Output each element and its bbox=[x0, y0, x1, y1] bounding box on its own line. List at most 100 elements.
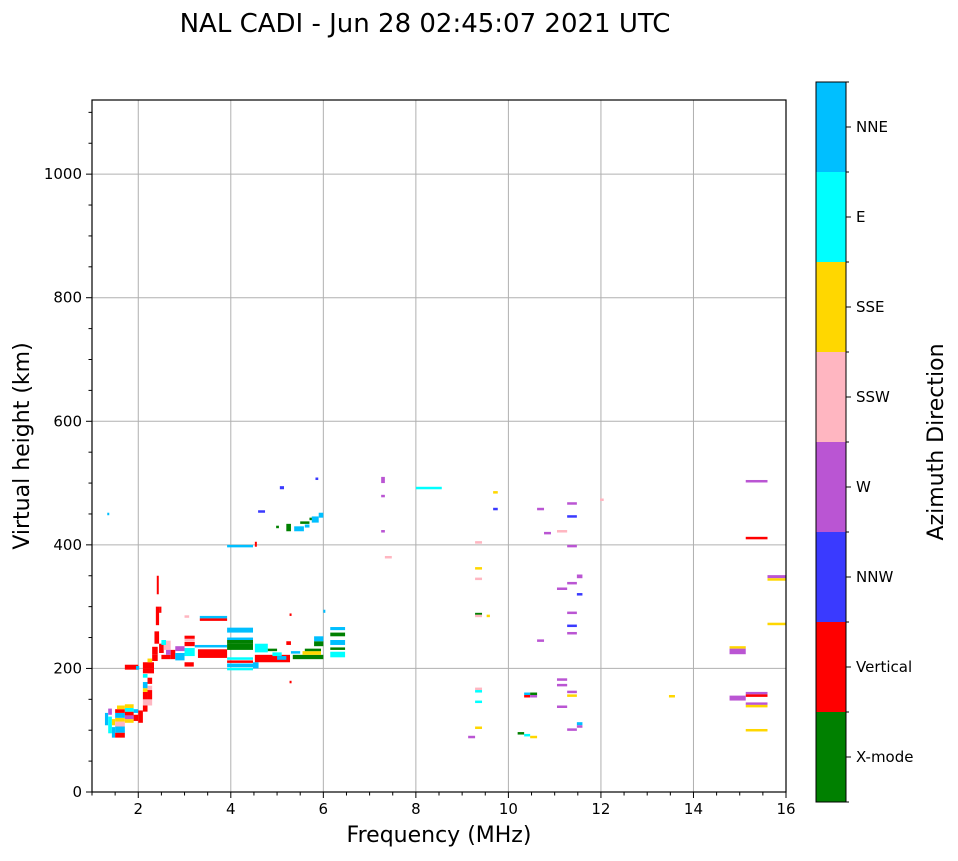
echo-segments bbox=[104, 476, 786, 739]
echo-segment-w bbox=[567, 581, 577, 585]
y-tick-label: 0 bbox=[72, 783, 82, 801]
echo-segment-vertical bbox=[142, 705, 148, 712]
echo-segment-nne bbox=[253, 662, 259, 669]
echo-segment-ssw bbox=[556, 530, 568, 533]
echo-segment-vertical bbox=[156, 575, 159, 595]
echo-segment-e bbox=[330, 651, 346, 658]
echo-segment-vertical bbox=[289, 680, 292, 684]
echo-segment-w bbox=[124, 715, 134, 720]
echo-segment-e bbox=[227, 657, 254, 660]
echo-segment-ssw bbox=[142, 699, 148, 706]
echo-segment-nne bbox=[323, 609, 326, 613]
echo-segment-sse bbox=[115, 717, 125, 722]
echo-segment-vertical bbox=[254, 654, 291, 663]
echo-segment-w bbox=[576, 574, 583, 579]
echo-segment-x-mode bbox=[330, 632, 346, 637]
echo-segment-nne bbox=[294, 526, 304, 532]
echo-segment-ssw bbox=[475, 687, 483, 691]
echo-segment-nne bbox=[277, 656, 287, 660]
echo-segment-e bbox=[142, 673, 148, 678]
echo-segment-ssw bbox=[184, 615, 190, 618]
echo-segment-sse bbox=[302, 651, 322, 655]
echo-segment-vertical bbox=[289, 613, 292, 616]
echo-segment-nne bbox=[227, 663, 254, 668]
echo-segment-w bbox=[745, 702, 768, 705]
echo-segment-x-mode bbox=[276, 525, 279, 529]
echo-segment-vertical bbox=[142, 668, 154, 674]
echo-segment-x-mode bbox=[475, 612, 483, 616]
colorbar-label-vertical: Vertical bbox=[856, 658, 912, 676]
echo-segment-ssw bbox=[600, 498, 604, 502]
echo-segment-nne bbox=[314, 636, 324, 642]
colorbar-swatch-ssw bbox=[816, 352, 846, 443]
echo-segment-e bbox=[108, 716, 112, 734]
echo-segment-nne bbox=[133, 709, 139, 713]
echo-segment-sse bbox=[530, 735, 538, 739]
echo-segment-w bbox=[745, 479, 768, 483]
echo-segment-w bbox=[767, 575, 786, 579]
echo-segment-nne bbox=[290, 651, 301, 654]
echo-segment-ssw bbox=[163, 640, 171, 650]
plot-area bbox=[92, 100, 786, 792]
echo-segment-nnw bbox=[315, 477, 319, 481]
echo-segment-e bbox=[124, 707, 134, 712]
echo-segment-sse bbox=[124, 704, 134, 708]
x-tick-label: 6 bbox=[319, 800, 329, 818]
echo-segment-e bbox=[227, 667, 254, 671]
echo-segment-vertical bbox=[745, 694, 768, 697]
colorbar-label-x-mode: X-mode bbox=[856, 748, 913, 766]
echo-segment-x-mode bbox=[330, 647, 346, 650]
echo-segment-vertical bbox=[170, 649, 176, 660]
echo-segment-w bbox=[729, 695, 746, 701]
colorbar-frame bbox=[815, 81, 847, 803]
echo-segment-vertical bbox=[159, 643, 164, 653]
echo-segment-sse bbox=[111, 719, 116, 726]
echo-segment-w bbox=[537, 639, 545, 642]
echo-segment-w bbox=[537, 507, 545, 511]
echo-segment-vertical bbox=[115, 709, 125, 713]
colorbar-swatch-w bbox=[816, 442, 846, 533]
echo-segment-nne bbox=[175, 652, 185, 661]
echo-segment-x-mode bbox=[304, 648, 322, 652]
echo-segment-nne bbox=[115, 712, 125, 718]
echo-segment-w bbox=[567, 611, 577, 615]
echo-segment-x-mode bbox=[292, 654, 324, 660]
echo-segment-e bbox=[475, 690, 483, 693]
echo-segment-sse bbox=[493, 491, 498, 494]
echo-segment-x-mode bbox=[227, 640, 254, 644]
echo-segment-w bbox=[556, 683, 568, 687]
grid-lines bbox=[92, 100, 786, 792]
colorbar-label-w: W bbox=[856, 478, 871, 496]
echo-segment-vertical bbox=[142, 662, 154, 669]
echo-segment-ssw bbox=[147, 685, 153, 691]
echo-segment-w bbox=[381, 530, 385, 533]
y-tick-label: 400 bbox=[53, 536, 82, 554]
colorbar-swatch-nnw bbox=[816, 532, 846, 623]
echo-segment-nne bbox=[227, 637, 254, 641]
echo-segment-w bbox=[556, 587, 568, 590]
echo-segment-nne bbox=[135, 665, 140, 670]
echo-segment-w bbox=[175, 646, 185, 652]
echo-segment-e bbox=[415, 486, 442, 490]
echo-segment-vertical bbox=[199, 618, 228, 621]
echo-segment-nne bbox=[304, 524, 310, 528]
echo-segment-e bbox=[184, 648, 195, 657]
echo-segment-w bbox=[381, 476, 385, 484]
echo-segment-vertical bbox=[159, 606, 162, 613]
echo-segment-sse bbox=[745, 704, 768, 708]
echo-segment-sse bbox=[475, 726, 483, 730]
echo-segment-sse bbox=[745, 728, 768, 732]
echo-segment-nnw bbox=[576, 593, 583, 596]
echo-segment-w bbox=[576, 725, 583, 728]
echo-segment-nne bbox=[524, 692, 531, 696]
echo-segment-nnw bbox=[493, 507, 498, 511]
echo-segment-x-mode bbox=[267, 648, 278, 652]
echo-segment-sse bbox=[116, 705, 125, 710]
echo-segment-nne bbox=[199, 615, 228, 619]
x-tick-label: 16 bbox=[776, 800, 795, 818]
x-tick-label: 10 bbox=[499, 800, 518, 818]
colorbar-label-e: E bbox=[856, 208, 865, 226]
echo-segment-vertical bbox=[152, 646, 158, 655]
echo-segment-x-mode bbox=[227, 643, 254, 650]
